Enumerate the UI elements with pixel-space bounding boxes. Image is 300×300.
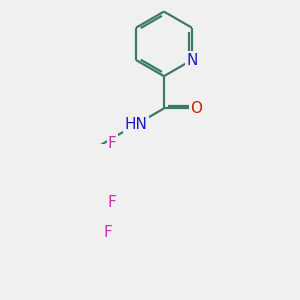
Text: HN: HN bbox=[124, 117, 147, 132]
Text: F: F bbox=[108, 136, 117, 151]
Text: O: O bbox=[190, 101, 202, 116]
Text: N: N bbox=[186, 52, 198, 68]
Text: F: F bbox=[103, 225, 112, 240]
Text: F: F bbox=[108, 195, 117, 210]
